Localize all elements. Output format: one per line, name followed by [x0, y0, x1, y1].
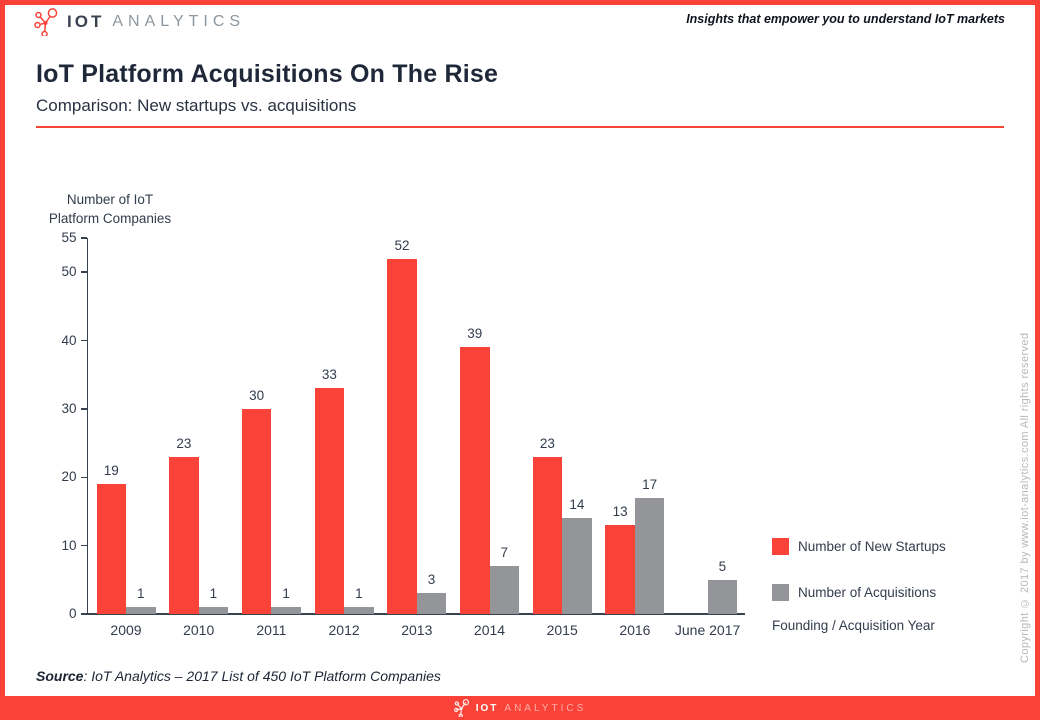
- x-category-label: 2013: [401, 622, 433, 638]
- bar-number-of-new-startups-2012: [314, 388, 345, 614]
- footer-molecule-icon: [453, 699, 470, 717]
- x-category-label: June 2017: [674, 622, 741, 638]
- y-tick-label: 50: [61, 264, 77, 280]
- bar-number-of-new-startups-2009: [96, 484, 126, 614]
- y-axis-line: [86, 238, 88, 614]
- bar-number-of-acquisitions-2015: [562, 518, 592, 614]
- bar-number-of-new-startups-2013: [387, 258, 417, 614]
- bar-value-label: 1: [136, 586, 145, 602]
- x-axis-title: Founding / Acquisition Year: [772, 618, 935, 633]
- bar-value-label: 7: [500, 545, 508, 561]
- bar-number-of-acquisitions-2013: [416, 593, 447, 614]
- bar-value-label: 1: [282, 586, 290, 602]
- page-title: IoT Platform Acquisitions On The Rise: [36, 60, 499, 88]
- copyright-vertical-text: Copyright © 2017 by www.iot-analytics.co…: [1019, 332, 1031, 663]
- x-category-label: 2016: [619, 622, 651, 638]
- legend-label: Number of Acquisitions: [798, 584, 937, 600]
- bar-number-of-acquisitions-june-2017: [707, 579, 738, 614]
- source-line: Source: IoT Analytics – 2017 List of 450…: [36, 668, 441, 684]
- bar-value-label: 52: [394, 237, 410, 253]
- header-tagline: Insights that empower you to understand …: [686, 12, 1005, 26]
- y-axis-title-line2: Platform Companies: [48, 211, 172, 226]
- legend-swatch: [772, 537, 789, 555]
- bar-value-label: 5: [718, 558, 727, 574]
- bar-value-label: 1: [355, 586, 363, 602]
- bar-value-label: 19: [103, 463, 119, 479]
- bar-number-of-new-startups-2015: [532, 456, 563, 614]
- bar-number-of-acquisitions-2014: [489, 566, 519, 614]
- source-label: Source: [36, 668, 84, 684]
- x-category-label: 2015: [546, 622, 578, 638]
- source-text: : IoT Analytics – 2017 List of 450 IoT P…: [83, 668, 441, 684]
- y-axis-tick: [80, 271, 87, 273]
- y-axis-title-line1: Number of IoT: [66, 192, 154, 207]
- bar-value-label: 1: [209, 586, 218, 602]
- footer-brand-secondary: ANALYTICS: [504, 702, 587, 714]
- y-tick-label: 20: [61, 469, 77, 485]
- page-border-right: [1035, 0, 1040, 720]
- bar-number-of-acquisitions-2016: [634, 497, 665, 614]
- legend-label: Number of New Startups: [798, 538, 946, 554]
- y-axis-title: Number of IoT Platform Companies: [30, 190, 190, 228]
- company-logo: IOT ANALYTICS: [34, 8, 245, 36]
- bar-value-label: 23: [539, 435, 555, 451]
- y-axis-tick: [80, 613, 87, 615]
- page-subtitle: Comparison: New startups vs. acquisition…: [36, 96, 357, 115]
- molecule-icon: [34, 8, 59, 36]
- x-category-label: 2014: [473, 622, 506, 638]
- legend-item-number-of-new-startups: Number of New Startups: [772, 537, 946, 555]
- bar-number-of-new-startups-2016: [605, 525, 635, 614]
- y-axis-tick: [80, 544, 87, 547]
- y-axis-tick: [80, 237, 87, 239]
- bar-value-label: 13: [612, 504, 628, 520]
- bar-value-label: 33: [321, 367, 337, 383]
- brand-primary-text: IOT: [67, 12, 105, 31]
- bar-number-of-new-startups-2014: [460, 347, 490, 614]
- bar-number-of-acquisitions-2012: [344, 607, 374, 614]
- y-tick-label: 30: [61, 400, 77, 416]
- page-border-left: [0, 0, 5, 720]
- bar-value-label: 3: [427, 572, 436, 588]
- bar-number-of-new-startups-2011: [241, 408, 272, 614]
- bar-value-label: 39: [467, 326, 483, 342]
- bar-number-of-acquisitions-2009: [126, 607, 156, 614]
- bar-value-label: 17: [642, 476, 658, 492]
- x-category-label: 2009: [110, 622, 142, 638]
- bar-number-of-new-startups-2010: [169, 456, 199, 614]
- x-category-label: 2012: [328, 622, 360, 638]
- title-divider: [36, 126, 1004, 128]
- footer-brand-primary: IOT: [475, 702, 499, 714]
- legend-swatch: [772, 583, 789, 601]
- y-tick-label: 10: [61, 537, 77, 553]
- bar-number-of-acquisitions-2011: [271, 607, 301, 614]
- legend-item-number-of-acquisitions: Number of Acquisitions: [772, 583, 936, 601]
- y-tick-label: 40: [61, 332, 77, 348]
- bar-value-label: 23: [176, 435, 192, 451]
- footer-brand-bar: IOT ANALYTICS: [0, 696, 1040, 720]
- bar-value-label: 30: [249, 387, 265, 403]
- bar-number-of-acquisitions-2010: [198, 607, 229, 614]
- y-axis-tick: [80, 339, 87, 342]
- y-axis-tick: [80, 408, 87, 410]
- page-border-top: [0, 0, 1040, 5]
- y-tick-label: 55: [61, 230, 77, 245]
- x-category-label: 2011: [256, 622, 287, 638]
- bar-value-label: 14: [569, 497, 585, 513]
- brand-secondary-text: ANALYTICS: [112, 13, 246, 30]
- y-axis-tick: [80, 476, 87, 479]
- x-category-label: 2010: [183, 622, 215, 638]
- y-tick-label: 0: [68, 606, 77, 621]
